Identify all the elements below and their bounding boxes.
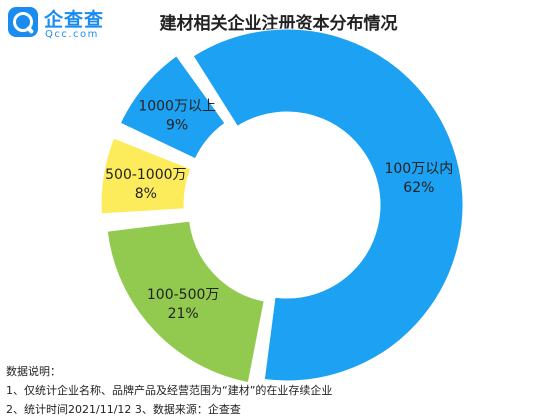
slice-1 [106,220,265,384]
chart-title: 建材相关企业注册资本分布情况 [159,14,398,34]
slice-3 [119,55,226,160]
logo-name: 企查查 [44,9,105,31]
slice-label-0: 100万以内 [384,161,453,177]
search-icon [8,7,38,37]
slice-label-1: 100-500万 [147,287,220,303]
data-notes: 数据说明： 1、仅统计企业名称、品牌产品及经营范围为“建材”的在业存续企业 2、… [6,362,332,419]
logo-subtitle: Qcc.com [45,29,99,40]
notes-line-1: 1、仅统计企业名称、品牌产品及经营范围为“建材”的在业存续企业 [6,384,333,397]
slice-2 [100,137,192,215]
slice-label-2: 500-1000万 [105,167,186,183]
notes-line-2: 2、统计时间2021/11/12 3、数据来源：企查查 [6,403,241,416]
logo: 企查查 Qcc.com [8,5,112,43]
slice-value-1: 21% [168,306,199,322]
slice-0 [192,28,464,382]
slice-label-3: 1000万以上 [138,98,216,114]
slice-value-3: 9% [166,117,188,133]
slice-value-2: 8% [135,186,157,202]
slice-value-0: 62% [403,180,434,196]
notes-heading: 数据说明： [6,365,61,378]
